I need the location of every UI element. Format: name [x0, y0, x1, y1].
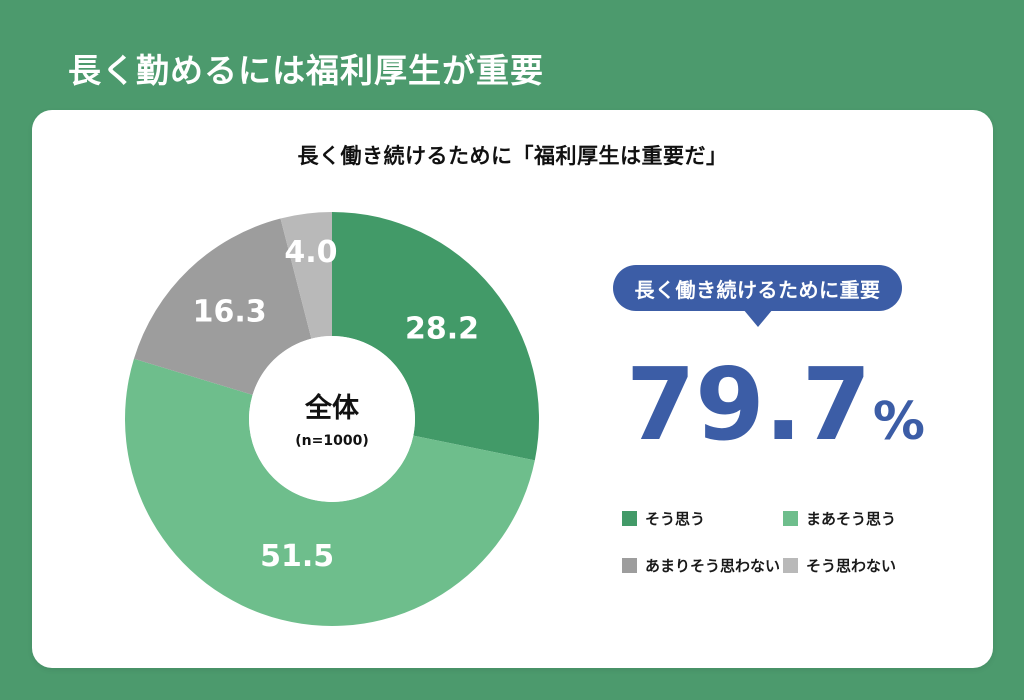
- callout-tail: [742, 309, 773, 327]
- slice-value-label: 16.3: [193, 295, 267, 330]
- donut-slices: 28.2 51.5 16.3 4.0: [124, 212, 539, 627]
- callout-badge: 長く働き続けるために重要: [613, 265, 902, 327]
- callout-badge-label: 長く働き続けるために重要: [634, 277, 881, 302]
- page-title: 長く勤めるには福利厚生が重要: [68, 51, 544, 90]
- chart-title: 長く働き続けるために「福利厚生は重要だ」: [297, 144, 728, 168]
- legend-item: そう思わない: [783, 555, 896, 576]
- percent-sign: %: [872, 392, 925, 452]
- donut-slice: [124, 358, 535, 627]
- donut-slice: [332, 212, 539, 461]
- slice-value-label: 51.5: [260, 539, 334, 574]
- donut-slice: [133, 218, 312, 395]
- legend-label: あまりそう思わない: [645, 557, 781, 575]
- donut-slice: [280, 212, 332, 339]
- legend-swatch: [783, 558, 798, 573]
- legend-label: まあそう思う: [806, 510, 897, 528]
- legend-swatch: [622, 558, 637, 573]
- donut-center-sublabel: (n=1000): [295, 433, 368, 449]
- legend-label: そう思う: [645, 510, 706, 528]
- donut-center-label: 全体: [304, 392, 360, 424]
- headline-value: 79.7: [626, 346, 871, 463]
- legend-swatch: [622, 511, 637, 526]
- slice-value-label: 4.0: [284, 235, 337, 270]
- donut-chart: 28.2 51.5 16.3 4.0 全体 (n=1000): [124, 212, 539, 627]
- slice-value-label: 28.2: [405, 312, 479, 347]
- legend-item: まあそう思う: [783, 508, 896, 529]
- legend-item: そう思う: [622, 508, 783, 529]
- chart-legend: そう思う まあそう思うあまりそう思わない そう思わない: [622, 508, 896, 576]
- chart-card: 長く働き続けるために「福利厚生は重要だ」 28.2 51.5 16.3 4.0 全体 …: [32, 110, 993, 668]
- legend-item: あまりそう思わない: [622, 555, 783, 576]
- donut-center-hole: [249, 336, 415, 502]
- legend-swatch: [783, 511, 798, 526]
- headline-percentage: 79.7 %: [626, 346, 925, 463]
- legend-label: そう思わない: [806, 557, 897, 575]
